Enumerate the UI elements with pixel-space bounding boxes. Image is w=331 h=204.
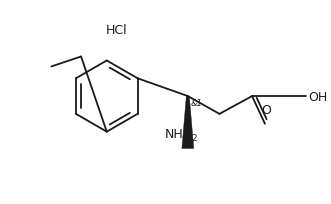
Polygon shape	[182, 96, 194, 149]
Text: NH: NH	[165, 127, 184, 140]
Text: O: O	[261, 103, 271, 116]
Text: OH: OH	[308, 90, 328, 103]
Text: HCl: HCl	[106, 24, 127, 37]
Text: 2: 2	[192, 133, 197, 142]
Text: &1: &1	[191, 99, 203, 108]
